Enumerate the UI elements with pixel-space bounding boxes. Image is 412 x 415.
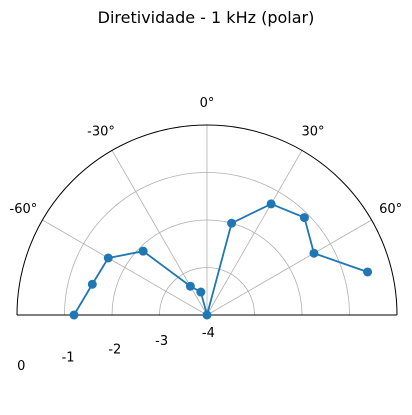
r-tick-label: -3 [155,334,168,349]
grid-layer [16,124,398,316]
r-tick-label: -4 [202,326,215,341]
label-layer: -60° -30° 0° 30° 60° 0 -1 -2 -3 -4 [10,96,403,374]
data-point [69,310,79,320]
series-layer [69,199,373,320]
series-line [73,202,368,319]
chart-title: Diretividade - 1 kHz (polar) [97,8,315,27]
r-tick-label: 0 [17,359,25,374]
theta-gridline [206,219,372,316]
data-point [266,199,276,209]
data-point [103,253,113,263]
data-point [196,287,206,297]
data-point [363,267,373,277]
data-point [227,218,237,228]
theta-gridline [206,150,303,316]
theta-gridline [42,219,208,316]
theta-tick-label: -60° [10,202,38,217]
theta-tick-label: 60° [379,202,402,217]
theta-tick-label: -30° [87,124,115,139]
data-point [138,246,148,256]
data-point [185,281,195,291]
data-point [309,248,319,258]
data-point [299,213,309,223]
theta-tick-label: 0° [200,96,215,111]
polar-boundary-arc [16,124,398,316]
theta-gridline [111,150,208,316]
data-point [87,279,97,289]
r-tick-label: -2 [108,342,121,357]
r-tick-label: -1 [62,351,75,366]
data-point [202,310,212,320]
theta-tick-label: 30° [301,124,324,139]
